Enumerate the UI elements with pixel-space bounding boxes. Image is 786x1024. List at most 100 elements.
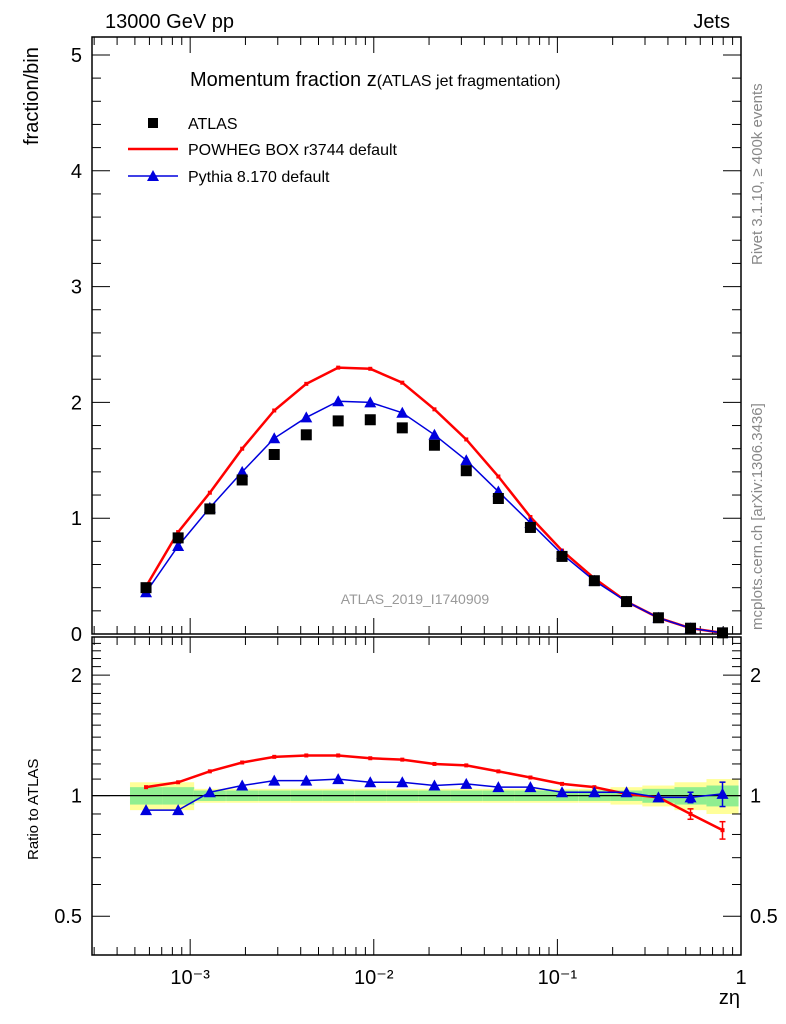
ratio-y-tick-label: 1 xyxy=(71,786,82,808)
powheg-point xyxy=(240,446,245,451)
ratio-powheg-point xyxy=(432,761,437,766)
atlas-point xyxy=(685,622,697,634)
ratio-y-tick-label: 2 xyxy=(71,665,82,687)
atlas-point xyxy=(428,439,440,451)
pythia-point xyxy=(172,539,185,551)
chart-title-sub: (ATLAS jet fragmentation) xyxy=(377,73,561,90)
ratio-powheg-point xyxy=(207,769,212,774)
legend-powheg-label: POWHEG BOX r3744 default xyxy=(188,142,398,159)
atlas-point xyxy=(588,575,600,587)
y-tick-label: 5 xyxy=(71,45,82,67)
ratio-powheg-point xyxy=(336,753,341,758)
pythia-point xyxy=(364,396,377,408)
atlas-point xyxy=(332,415,344,427)
powheg-point xyxy=(368,366,373,371)
atlas-point xyxy=(652,612,664,624)
legend-atlas-label: ATLAS xyxy=(188,116,238,133)
ratio-powheg-point xyxy=(528,775,533,780)
ratio-powheg-point xyxy=(304,753,309,758)
y-tick-label: 0 xyxy=(71,624,82,646)
atlas-point xyxy=(140,582,152,594)
atlas-point xyxy=(492,493,504,505)
y-tick-label: 2 xyxy=(71,392,82,414)
mcplots-credit: mcplots.cern.ch [arXiv:1306.3436] xyxy=(749,403,766,630)
powheg-point xyxy=(336,365,341,370)
pythia-point xyxy=(428,428,441,440)
x-tick-label: 1 xyxy=(735,967,746,989)
header-energy: 13000 GeV pp xyxy=(105,11,234,33)
pythia-point xyxy=(396,406,409,418)
ratio-pythia-point xyxy=(620,786,633,798)
chart-title: Momentum fraction z(ATLAS jet fragmentat… xyxy=(190,69,561,91)
x-tick-label: 10⁻² xyxy=(354,967,394,989)
rivet-version: Rivet 3.1.10, ≥ 400k events xyxy=(749,83,766,265)
powheg-point xyxy=(400,380,405,385)
atlas-point xyxy=(460,465,472,477)
ratio-powheg-point xyxy=(496,769,501,774)
ratio-y-tick-label-right: 1 xyxy=(750,786,761,808)
ratio-y-axis-label: Ratio to ATLAS xyxy=(25,759,42,860)
atlas-point xyxy=(396,422,408,434)
powheg-point xyxy=(304,381,309,386)
x-tick-label: 10⁻¹ xyxy=(538,967,578,989)
legend-pythia-label: Pythia 8.170 default xyxy=(188,169,330,186)
powheg-point xyxy=(272,408,277,413)
chart-title-main: Momentum fraction z xyxy=(190,69,377,91)
ratio-pythia-point xyxy=(268,774,281,786)
ratio-pythia-point xyxy=(556,786,569,798)
atlas-point xyxy=(268,448,280,460)
powheg-point xyxy=(432,407,437,412)
main-plot-frame xyxy=(91,36,742,635)
ratio-pythia-point xyxy=(460,777,473,789)
powheg-point xyxy=(207,490,212,495)
pythia-point xyxy=(236,465,249,477)
ratio-pythia-point xyxy=(172,804,185,816)
atlas-point xyxy=(364,414,376,426)
ratio-powheg-point xyxy=(368,756,373,761)
y-tick-label: 3 xyxy=(71,277,82,299)
ratio-pythia-point xyxy=(588,786,601,798)
ratio-powheg-point xyxy=(144,785,149,790)
atlas-point xyxy=(204,503,216,515)
header-process: Jets xyxy=(693,11,730,33)
pythia-point xyxy=(300,411,313,423)
ratio-pythia-point xyxy=(140,804,153,816)
analysis-watermark: ATLAS_2019_I1740909 xyxy=(341,591,490,607)
ratio-powheg-point xyxy=(560,781,565,786)
atlas-point xyxy=(717,627,729,639)
ratio-powheg-point xyxy=(176,780,181,785)
ratio-powheg-point xyxy=(240,760,245,765)
legend-pythia-marker xyxy=(147,170,159,181)
x-tick-label: 10⁻³ xyxy=(170,967,210,989)
ratio-pythia-point xyxy=(652,791,665,803)
ratio-y-tick-label-right: 0.5 xyxy=(750,906,778,928)
ratio-pythia-point xyxy=(332,773,345,785)
ratio-pythia-point xyxy=(364,776,377,788)
ratio-pythia-point xyxy=(524,781,537,793)
atlas-point xyxy=(300,429,312,441)
ratio-pythia-point xyxy=(203,786,216,798)
ratio-pythia-point xyxy=(236,779,249,791)
pythia-point xyxy=(332,395,345,407)
ratio-pythia-point xyxy=(428,779,441,791)
ratio-powheg-point xyxy=(400,757,405,762)
powheg-point xyxy=(464,437,469,442)
atlas-point xyxy=(621,596,633,608)
powheg-point xyxy=(176,530,181,535)
ratio-y-tick-label: 0.5 xyxy=(54,906,82,928)
ratio-pythia-point xyxy=(492,781,505,793)
x-axis-label: zη xyxy=(719,987,740,1009)
legend: ATLAS POWHEG BOX r3744 default Pythia 8.… xyxy=(128,116,398,186)
pythia-point xyxy=(460,454,473,466)
ratio-pythia-point xyxy=(300,774,313,786)
legend-atlas-marker xyxy=(148,118,158,128)
ratio-powheg-point xyxy=(464,763,469,768)
y-tick-label: 1 xyxy=(71,508,82,530)
atlas-point xyxy=(524,521,536,533)
y-axis-label: fraction/bin xyxy=(21,47,43,145)
ratio-y-tick-label-right: 2 xyxy=(750,665,761,687)
atlas-point xyxy=(236,474,248,486)
ratio-pythia-point xyxy=(396,776,409,788)
pythia-point xyxy=(268,432,281,444)
